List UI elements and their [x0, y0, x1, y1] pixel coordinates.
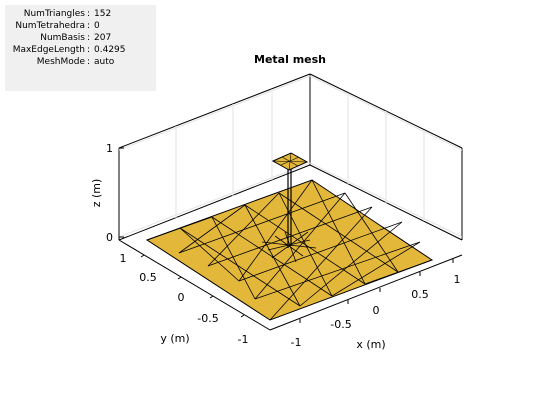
x-tick-label: -0.5: [330, 318, 351, 331]
mesh-edge: [178, 204, 246, 254]
y-tick-label: -0.5: [197, 312, 218, 325]
box-edge: [118, 239, 271, 331]
mesh-edges: [146, 179, 433, 321]
plot-title: Metal mesh: [254, 53, 326, 66]
info-value: 152: [94, 9, 112, 19]
z-tick-label: 0: [106, 231, 113, 244]
info-label: MeshMode: [36, 57, 85, 67]
mesh-edge: [207, 206, 373, 267]
mesh-edge: [179, 227, 240, 282]
axes-box-back: [118, 73, 463, 241]
x-axis-label: x (m): [356, 338, 385, 351]
info-label: NumBasis: [40, 33, 85, 43]
y-tick: [140, 254, 145, 258]
mesh-edge: [211, 216, 333, 297]
x-tick-label: -1: [291, 336, 302, 349]
mesh-info-panel: NumTriangles : 152 NumTetrahedra : 0 Num…: [5, 5, 156, 91]
y-tick-label: 0: [178, 291, 185, 304]
mesh-edge: [288, 152, 292, 171]
info-row-max-edge-length: MaxEdgeLength : 0.4295: [5, 44, 156, 56]
y-axis-label: y (m): [160, 332, 189, 345]
info-separator: :: [87, 45, 91, 55]
mesh-edge: [344, 192, 399, 273]
y-tick-label: 1: [120, 252, 127, 265]
x-tick-label: 0: [373, 304, 380, 317]
mesh-edge: [269, 206, 373, 321]
mesh-edge: [179, 227, 301, 307]
box-edge: [269, 254, 463, 331]
mesh-edge: [211, 216, 256, 300]
info-separator: :: [87, 57, 91, 67]
info-label: MaxEdgeLength: [12, 45, 85, 55]
mesh-edge: [284, 231, 297, 263]
mesh-edge: [207, 192, 280, 267]
info-value: 207: [94, 33, 112, 43]
mesh-edge: [244, 204, 366, 285]
grid-line: [118, 162, 311, 238]
info-row-num-basis: NumBasis : 207: [5, 32, 156, 44]
mesh-edge: [299, 221, 403, 307]
x-tick-label: 0.5: [411, 288, 429, 301]
ground-plane-mesh[interactable]: [145, 179, 434, 321]
info-label: NumTriangles: [23, 9, 85, 19]
info-row-mesh-mode: MeshMode : auto: [5, 56, 156, 68]
box-edge: [118, 164, 311, 241]
mesh-edge: [146, 216, 213, 241]
info-separator: :: [87, 21, 91, 31]
mesh-edge: [254, 241, 421, 300]
info-value: 0: [94, 21, 100, 31]
axes-box-front: [118, 239, 463, 331]
info-label: NumTetrahedra: [15, 21, 85, 31]
mesh-edge: [178, 192, 346, 254]
info-separator: :: [87, 33, 91, 43]
top-patch-mesh[interactable]: [271, 152, 309, 171]
z-tick-label: 1: [106, 142, 113, 155]
box-edge: [118, 73, 311, 149]
y-tick: [240, 314, 245, 318]
patch-mesh-edges: [272, 152, 308, 171]
info-value: auto: [94, 57, 115, 67]
info-value: 0.4295: [94, 45, 126, 55]
grid-line: [118, 75, 311, 151]
mesh-edge: [244, 204, 301, 307]
z-axis-label: z (m): [90, 179, 103, 208]
x-tick-label: 1: [454, 273, 461, 286]
info-row-num-tetrahedra: NumTetrahedra : 0: [5, 20, 156, 32]
y-tick: [209, 295, 214, 299]
info-separator: :: [87, 9, 91, 19]
y-tick-label: 0.5: [139, 271, 157, 284]
mesh-edge: [311, 179, 366, 285]
grid-lines: [118, 75, 463, 238]
info-row-num-triangles: NumTriangles : 152: [5, 8, 156, 20]
mesh-edge: [238, 179, 313, 282]
y-tick-label: -1: [238, 333, 249, 346]
mesh-edge: [364, 259, 433, 285]
mesh-edge: [238, 221, 403, 282]
feed-post: [287, 168, 292, 248]
axis-ticks: [119, 147, 454, 323]
mesh-edge: [261, 241, 317, 249]
mesh-edge: [331, 241, 421, 297]
y-tick: [177, 276, 182, 280]
